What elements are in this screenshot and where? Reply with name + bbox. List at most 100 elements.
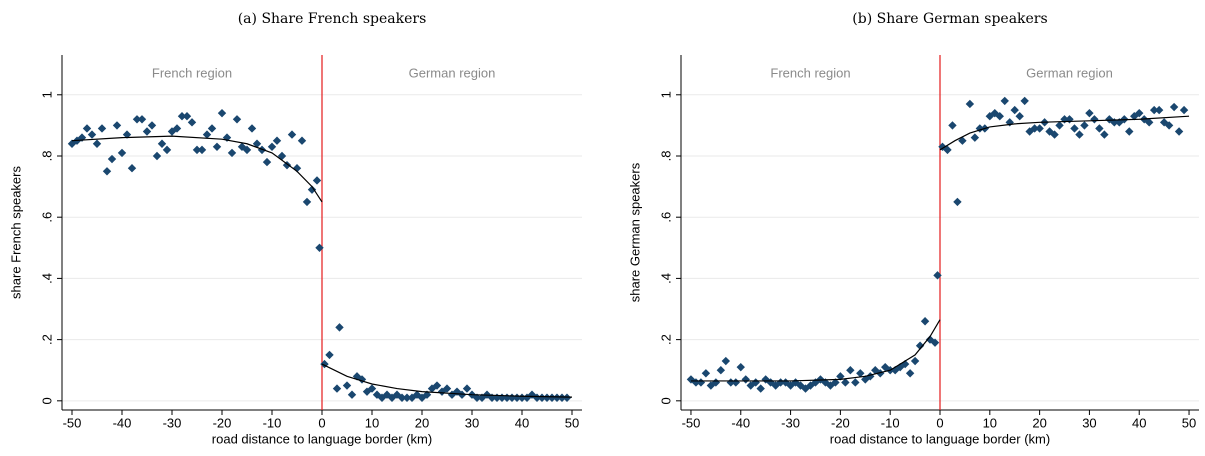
region-label: German region [1026,65,1113,80]
data-point [462,384,472,393]
data-point [227,148,237,158]
data-point [332,384,342,393]
data-point [948,121,957,130]
x-tick-label: -30 [781,415,800,430]
data-point [137,115,147,124]
data-point [342,381,352,390]
data-point [262,157,272,167]
x-tick-label: 20 [1032,415,1046,430]
data-point [537,393,547,402]
x-tick-label: -50 [63,415,82,430]
data-point [900,359,910,369]
y-tick-label: 1 [39,91,54,98]
data-point [756,384,765,393]
data-point [1035,124,1044,133]
data-point [701,369,711,378]
data-point [222,133,232,142]
x-tick-label: -10 [263,415,282,430]
y-tick-label: .8 [658,151,673,162]
data-point [995,112,1004,121]
x-tick-label: -40 [731,415,750,430]
x-tick-label: -20 [213,415,232,430]
x-tick-label: 50 [1182,415,1196,430]
data-point [242,145,252,155]
data-point [975,124,985,133]
data-point [846,366,855,375]
data-point [746,381,755,390]
data-point [1025,127,1034,136]
data-point [791,378,800,387]
y-tick-label: 0 [658,397,673,404]
x-tick-label: 0 [936,415,943,430]
data-point [1144,118,1154,127]
data-point [736,362,745,372]
data-point [67,139,77,148]
region-label: French region [770,65,850,80]
chart-title: (b) Share German speakers [852,11,1047,27]
data-point [347,390,357,399]
data-point [297,136,307,145]
data-point [851,378,860,387]
data-point [1050,130,1059,139]
data-point [117,148,127,158]
data-point [302,197,312,207]
data-point [562,393,572,402]
data-point [953,197,962,207]
region-label: French region [152,65,232,80]
fit-line [939,115,1190,151]
x-tick-label: 30 [465,415,479,430]
region-label: German region [409,65,496,80]
data-point [933,271,942,280]
data-point [287,130,297,139]
data-point [252,139,262,148]
data-point [1164,121,1174,130]
data-point [821,378,830,387]
data-point [1090,115,1099,124]
x-axis-label: road distance to language border (km) [212,431,432,446]
x-tick-label: 40 [515,415,529,430]
x-tick-label: 20 [415,415,429,430]
data-point [1154,105,1164,115]
data-point [915,341,925,350]
fit-line [690,319,941,382]
x-tick-label: -40 [113,415,132,430]
data-point [292,164,302,173]
data-point [811,378,820,387]
data-point [866,372,875,381]
data-point [985,112,995,121]
y-tick-label: 1 [658,91,673,98]
data-point [696,378,706,387]
x-tick-label: 0 [318,415,325,430]
data-point [1125,127,1134,136]
data-point [202,130,212,139]
data-point [97,124,107,133]
data-point [187,118,197,127]
data-point [472,393,482,402]
data-point [786,381,795,390]
fit-line [71,135,323,203]
data-point [741,375,750,384]
x-tick-label: 50 [565,415,579,430]
data-point [397,393,407,402]
x-tick-label: -20 [831,415,850,430]
data-point [1149,105,1159,115]
data-point [1169,102,1179,112]
data-point [272,136,282,145]
data-point [1045,127,1054,136]
data-point [102,167,112,176]
data-point [172,124,182,133]
data-point [716,366,726,375]
data-point [247,124,257,133]
y-tick-label: .2 [658,334,673,345]
data-point [87,130,97,139]
data-point [1085,108,1094,118]
data-point [1055,121,1064,130]
data-point [162,145,172,155]
data-point [197,145,207,155]
data-point [532,393,542,402]
data-point [207,124,217,133]
data-point [1100,130,1109,139]
data-point [965,99,975,109]
data-point [1095,124,1104,133]
data-point [122,130,132,139]
